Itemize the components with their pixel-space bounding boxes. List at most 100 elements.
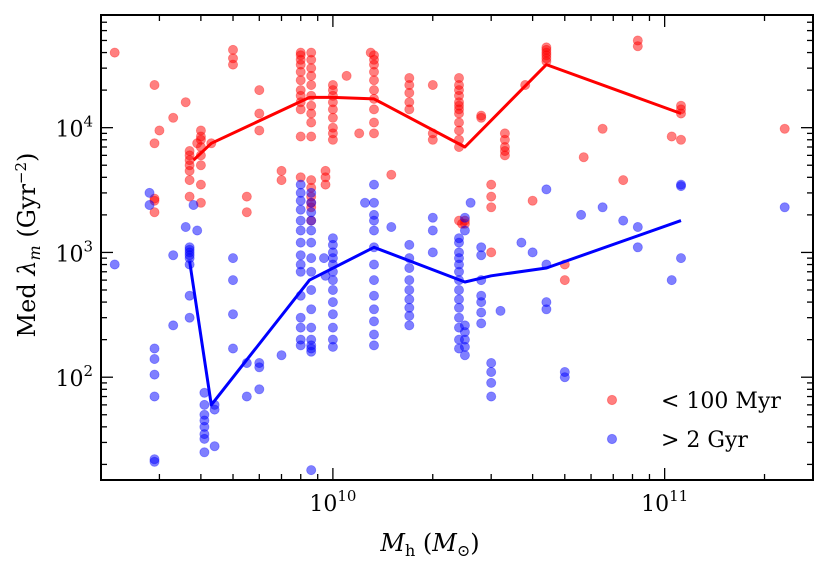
data-point-old — [476, 307, 487, 318]
data-point-old — [227, 309, 238, 320]
data-point-old — [427, 247, 438, 258]
data-point-young — [195, 179, 206, 190]
data-point-old — [541, 304, 552, 315]
data-point-old — [295, 340, 306, 351]
legend-label-young: < 100 Myr — [661, 389, 781, 414]
data-point-old — [318, 253, 329, 264]
data-point-old — [465, 197, 476, 208]
data-point-young — [154, 125, 165, 136]
data-point-old — [295, 250, 306, 261]
data-point-young — [327, 104, 338, 115]
data-point-old — [368, 316, 379, 327]
data-point-young — [180, 97, 191, 108]
data-point-young — [597, 123, 608, 134]
data-point-old — [327, 322, 338, 333]
data-point-old — [368, 329, 379, 340]
data-point-young — [295, 131, 306, 142]
data-point-young — [486, 179, 497, 190]
data-point-young — [578, 152, 589, 163]
data-point-young — [486, 191, 497, 202]
data-point-old — [327, 284, 338, 295]
data-point-old — [368, 259, 379, 270]
data-point-old — [295, 312, 306, 323]
data-point-young — [327, 112, 338, 123]
data-point-old — [254, 384, 265, 395]
data-point-young — [149, 138, 160, 149]
data-point-old — [306, 266, 317, 277]
data-point-old — [359, 197, 370, 208]
data-point-young — [320, 179, 331, 190]
data-point-old — [368, 197, 379, 208]
data-point-young — [241, 207, 252, 218]
data-point-old — [476, 250, 487, 261]
data-point-old — [597, 202, 608, 213]
data-point-young — [195, 160, 206, 171]
data-point-old — [486, 366, 497, 377]
data-point-old — [295, 322, 306, 333]
data-point-young — [341, 70, 352, 81]
data-point-young — [295, 66, 306, 77]
data-point-old — [327, 309, 338, 320]
data-point-young — [184, 191, 195, 202]
data-point-old — [453, 302, 464, 313]
data-point-old — [427, 225, 438, 236]
data-point-young — [295, 75, 306, 86]
data-point-old — [144, 199, 155, 210]
data-point-young — [486, 202, 497, 213]
data-point-old — [149, 369, 160, 380]
data-point-old — [276, 350, 287, 361]
data-point-old — [254, 362, 265, 373]
data-point-old — [404, 320, 415, 331]
data-point-young — [109, 47, 120, 58]
data-point-young — [295, 104, 306, 115]
data-point-young — [306, 117, 317, 128]
legend-label-old: > 2 Gyr — [661, 428, 748, 453]
data-point-young — [368, 104, 379, 115]
data-point-young — [227, 59, 238, 70]
data-point-old — [404, 275, 415, 286]
y-axis-label: Med λm (Gyr−2) — [12, 153, 44, 338]
legend-marker-young — [606, 394, 618, 406]
data-point-old — [404, 294, 415, 305]
data-point-old — [368, 275, 379, 286]
data-point-old — [168, 250, 179, 261]
data-point-young — [453, 108, 464, 119]
data-point-old — [486, 357, 497, 368]
data-point-old — [306, 253, 317, 264]
data-point-old — [149, 456, 160, 467]
data-point-old — [109, 259, 120, 270]
data-point-old — [453, 312, 464, 323]
data-point-young — [527, 195, 538, 206]
data-point-old — [618, 215, 629, 226]
data-point-young — [427, 80, 438, 91]
data-point-old — [306, 215, 317, 226]
data-point-old — [168, 320, 179, 331]
svg-text:Mh (M⊙): Mh (M⊙) — [379, 529, 479, 560]
data-point-young — [559, 275, 570, 286]
y-tick-label: 104 — [55, 113, 93, 143]
median-line-young — [192, 63, 682, 162]
data-point-old — [306, 187, 317, 198]
data-point-old — [516, 237, 527, 248]
data-point-old — [241, 391, 252, 402]
plot-frame — [100, 14, 814, 481]
data-point-old — [306, 346, 317, 357]
data-point-old — [306, 225, 317, 236]
data-point-old — [306, 284, 317, 295]
data-point-young — [149, 207, 160, 218]
data-point-young — [476, 112, 487, 123]
data-point-old — [327, 275, 338, 286]
data-point-old — [306, 465, 317, 476]
data-point-young — [254, 85, 265, 96]
data-point-old — [199, 447, 210, 458]
points-layer — [109, 35, 790, 476]
data-point-old — [306, 197, 317, 208]
data-point-old — [632, 242, 643, 253]
data-point-old — [306, 207, 317, 218]
data-point-old — [386, 221, 397, 232]
data-point-old — [459, 225, 470, 236]
legend-marker-old — [606, 433, 618, 445]
data-point-old — [209, 404, 220, 415]
data-point-old — [486, 377, 497, 388]
data-point-old — [486, 391, 497, 402]
